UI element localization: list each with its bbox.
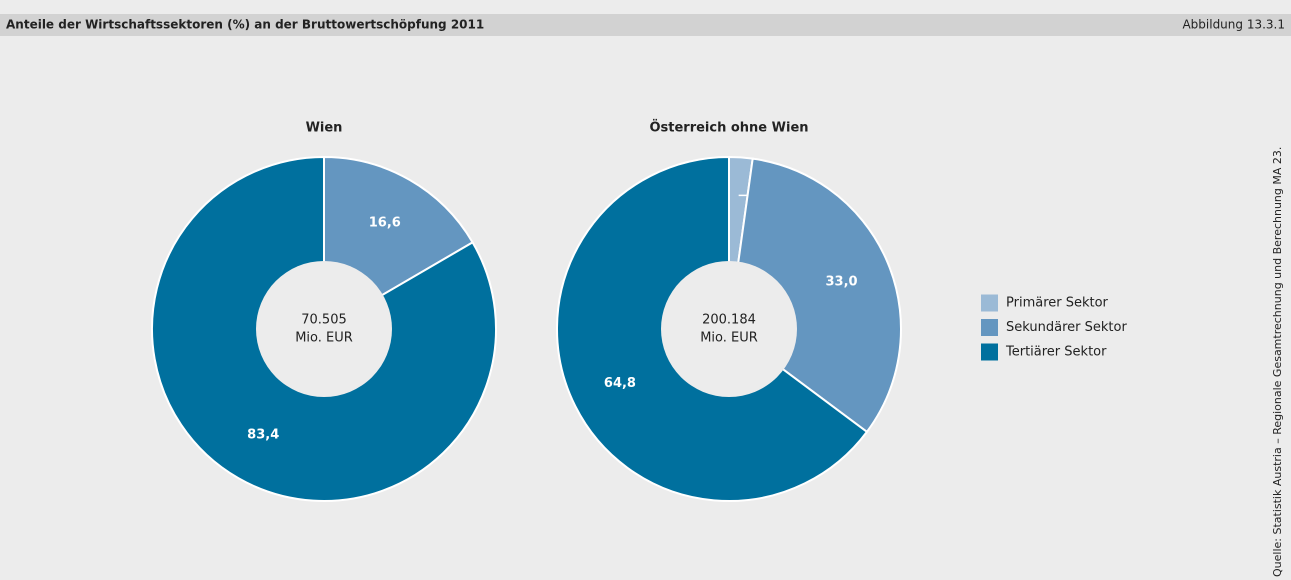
donut-hole [256, 261, 392, 397]
source-note: Quelle: Statistik Austria – Regionale Ge… [1271, 147, 1284, 577]
pie-title: Österreich ohne Wien [649, 120, 808, 136]
data-label: 64,8 [604, 376, 636, 391]
center-unit: Mio. EUR [700, 331, 758, 346]
figure-number: Abbildung 13.3.1 [1182, 18, 1285, 32]
pie-slice [727, 157, 902, 434]
legend-label: Primärer Sektor [1006, 296, 1109, 311]
data-label: 16,6 [369, 216, 401, 231]
header-title: Anteile der Wirtschaftssektoren (%) an d… [6, 18, 484, 32]
legend-swatch [981, 319, 998, 336]
donut-hole [661, 261, 797, 397]
data-label: 33,0 [826, 274, 858, 289]
pie-title: Wien [306, 121, 343, 136]
center-value: 200.184 [702, 313, 756, 328]
legend-swatch [981, 294, 998, 312]
center-unit: Mio. EUR [295, 331, 353, 346]
center-value: 70.505 [301, 313, 347, 328]
legend-label: Tertiärer Sektor [1005, 345, 1107, 360]
legend-label: Sekundärer Sektor [1006, 320, 1127, 335]
header-bar [0, 14, 1291, 36]
data-label: 83,4 [247, 427, 279, 442]
legend-swatch [981, 343, 998, 361]
